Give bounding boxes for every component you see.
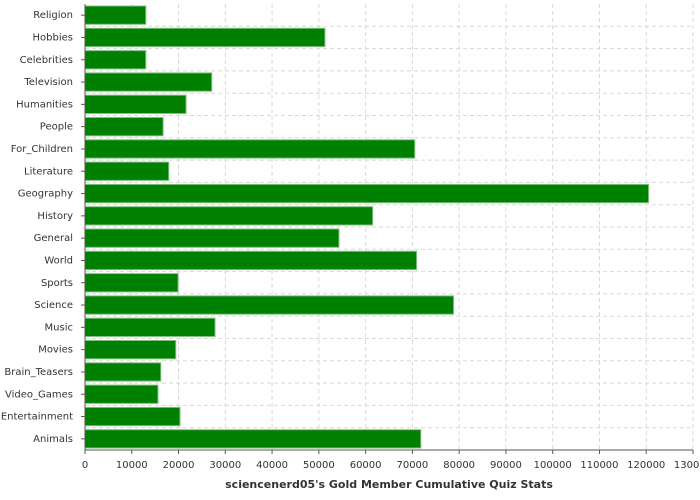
y-tick-label: For_Children (11, 144, 73, 155)
y-tick-label: Celebrities (20, 55, 73, 66)
x-tick-label: 40000 (256, 460, 288, 471)
y-tick-label: Sports (41, 278, 73, 289)
x-tick-label: 30000 (209, 460, 241, 471)
bar (84, 161, 170, 181)
bar (84, 50, 147, 70)
y-tick-label: Religion (33, 10, 73, 21)
y-tick-label: Video_Games (5, 389, 73, 400)
y-tick-label: People (40, 122, 73, 133)
y-tick-label: Entertainment (1, 412, 73, 423)
y-tick-label: Literature (24, 166, 73, 177)
y-tick-label: World (44, 255, 73, 266)
y-tick-label: Geography (18, 189, 73, 200)
bar (84, 317, 216, 337)
x-tick-label: 50000 (303, 460, 335, 471)
y-tick-label: Science (34, 300, 73, 311)
bar (84, 295, 455, 315)
y-tick-label: Television (23, 77, 73, 88)
y-tick-label: Humanities (16, 99, 73, 110)
bar (84, 228, 340, 248)
x-axis-label: sciencenerd05's Gold Member Cumulative Q… (225, 478, 553, 491)
bar (84, 206, 374, 226)
x-tick-label: 80000 (443, 460, 475, 471)
bar (84, 72, 213, 92)
y-tick-label: Movies (38, 345, 73, 356)
bar (84, 406, 181, 427)
bar (84, 384, 159, 404)
y-tick-label: Hobbies (33, 32, 73, 43)
y-tick-label: Brain_Teasers (4, 367, 73, 378)
bar (84, 273, 179, 293)
bar (84, 183, 650, 204)
x-tick-label: 10000 (116, 460, 148, 471)
bar (84, 429, 422, 449)
y-tick-label: Animals (33, 434, 73, 445)
x-tick-label: 70000 (396, 460, 428, 471)
bar (84, 117, 164, 137)
y-tick-label: General (34, 233, 73, 244)
y-tick-label: Music (45, 322, 73, 333)
x-tick-label: 130000 (674, 460, 700, 471)
x-tick-label: 110000 (580, 460, 618, 471)
bar (84, 362, 162, 382)
x-tick-label: 20000 (163, 460, 195, 471)
bar (84, 139, 416, 159)
x-tick-label: 90000 (490, 460, 522, 471)
bar (84, 340, 177, 360)
bar (84, 94, 187, 114)
x-tick-label: 60000 (350, 460, 382, 471)
bar (84, 27, 326, 48)
y-tick-label: History (37, 211, 73, 222)
x-tick-label: 0 (82, 460, 88, 471)
x-tick-label: 120000 (627, 460, 665, 471)
bar (84, 250, 418, 271)
x-tick-label: 100000 (534, 460, 572, 471)
bar (84, 5, 147, 25)
